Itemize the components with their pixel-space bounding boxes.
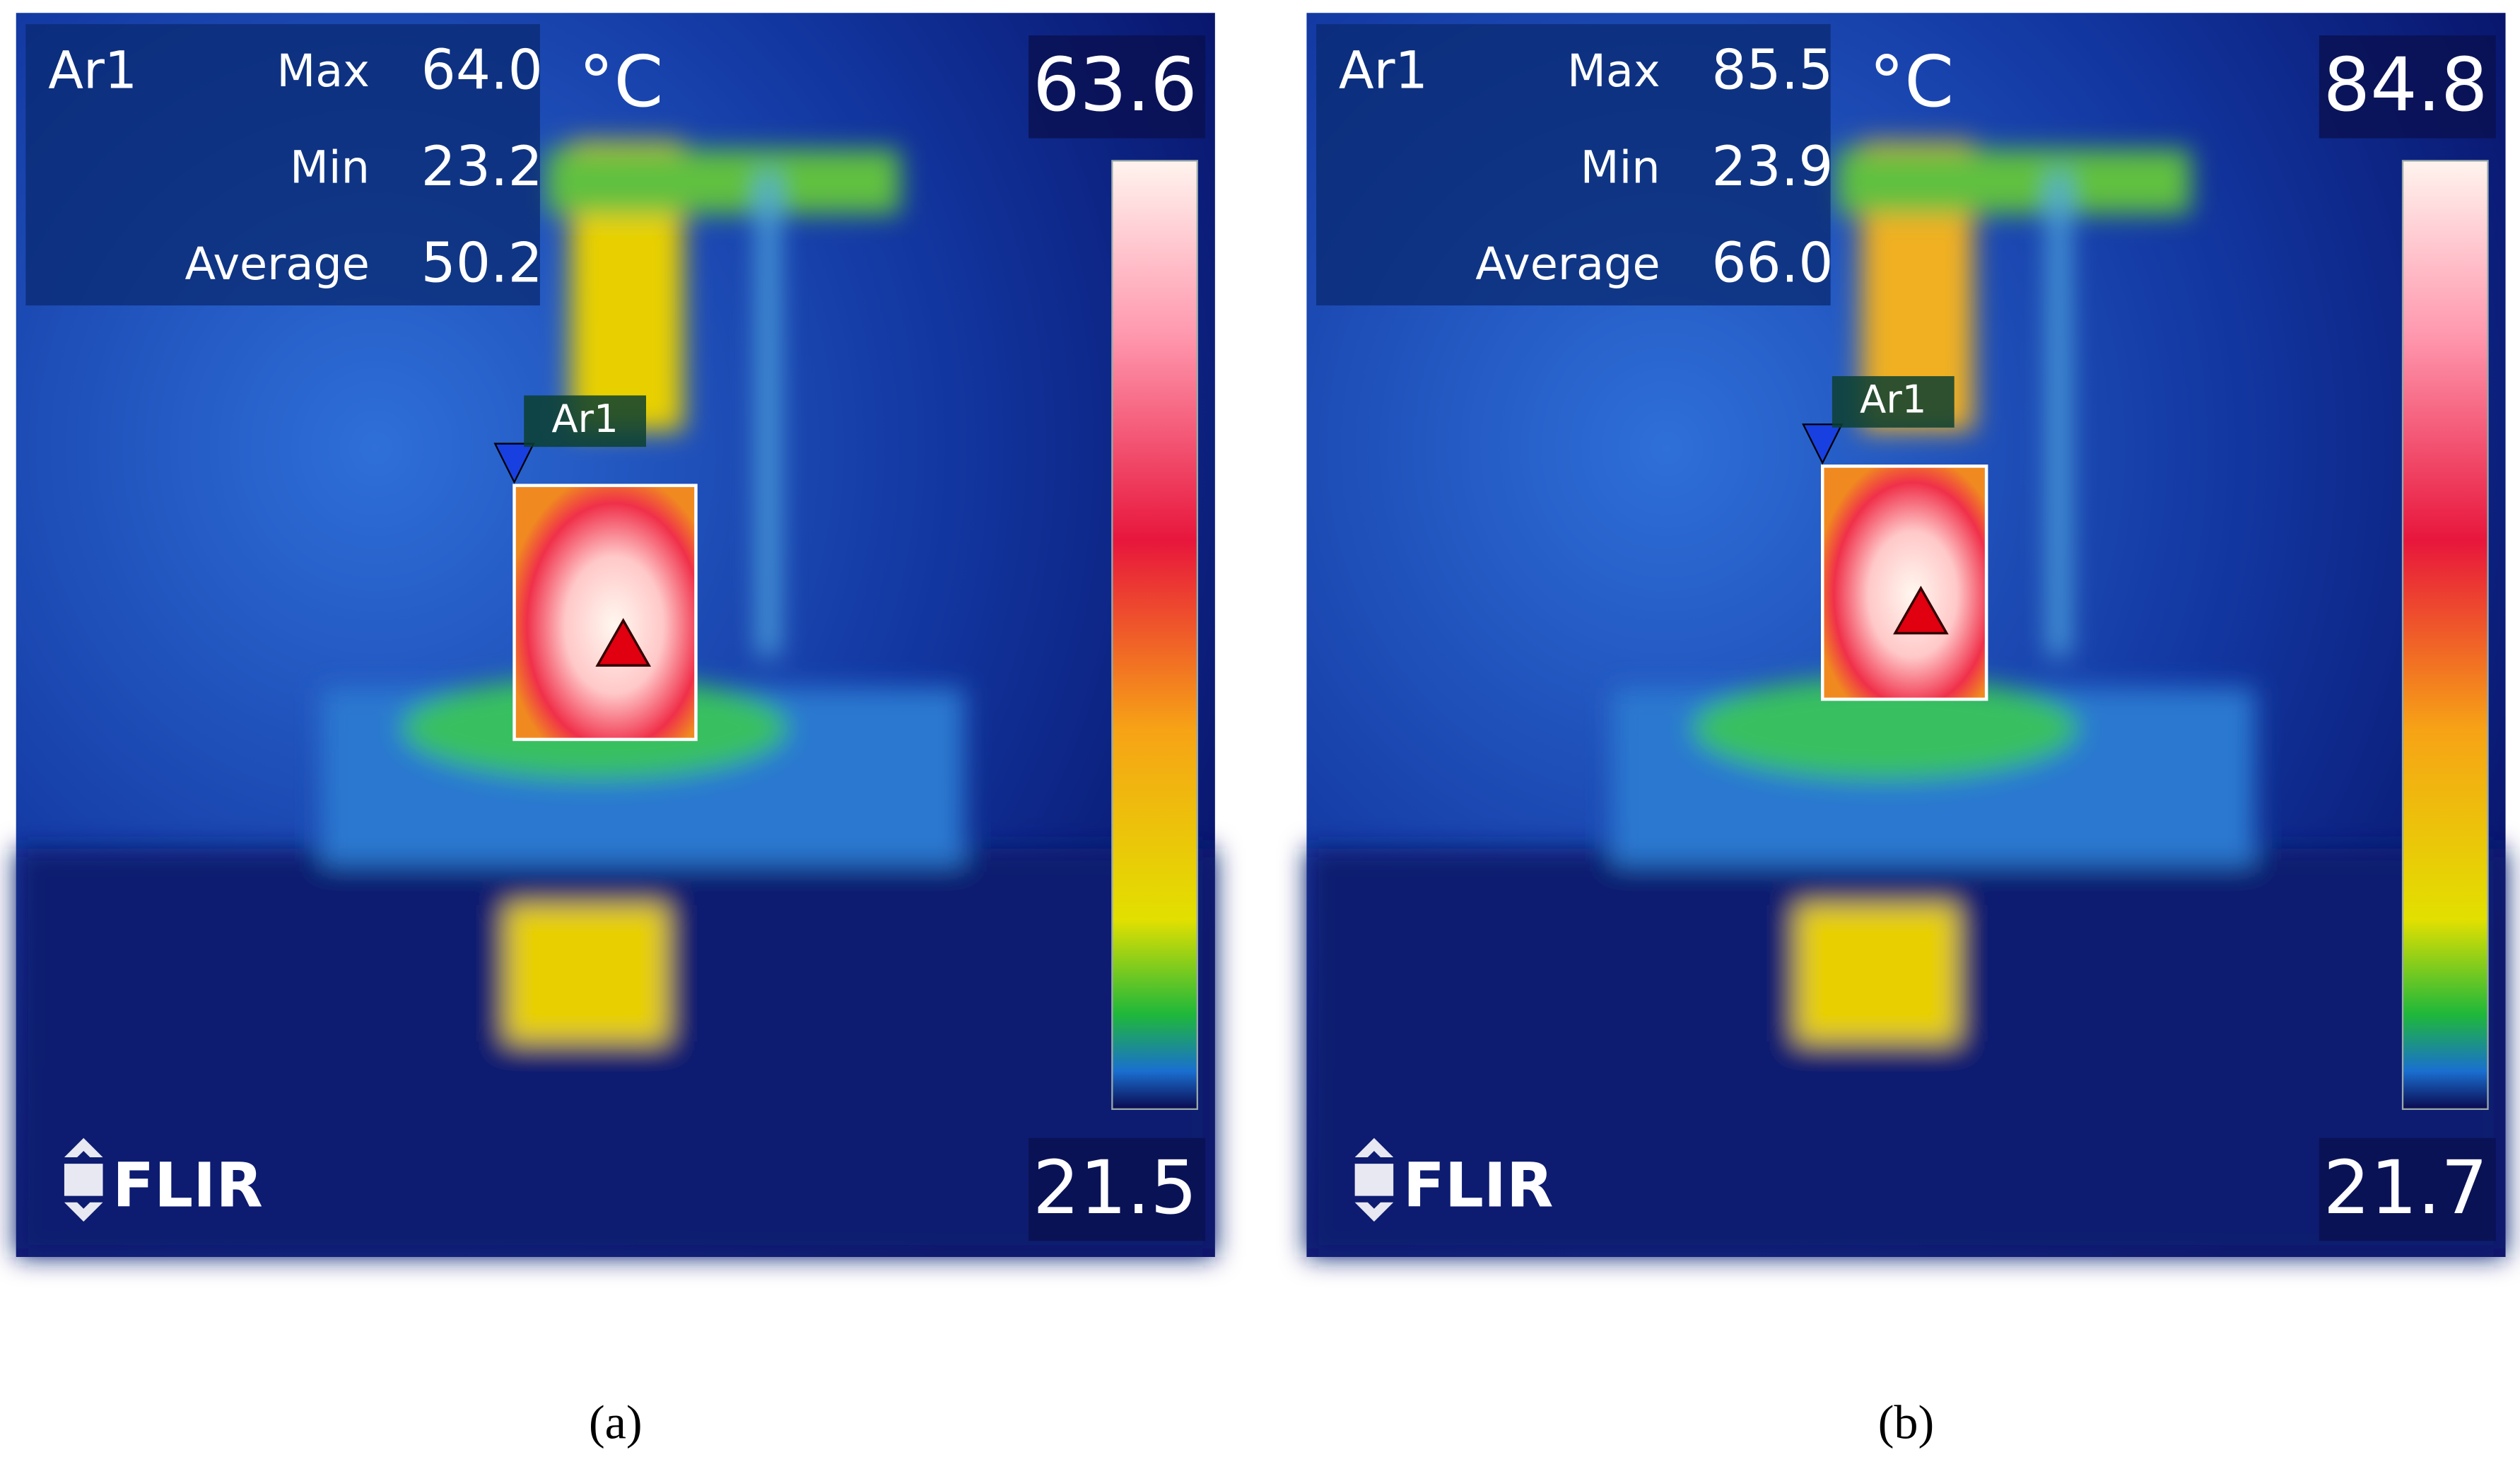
rod	[2049, 173, 2069, 656]
stat-label: Min	[290, 142, 370, 194]
logo: FLIR	[112, 1150, 263, 1221]
area-label: Ar1	[1339, 41, 1428, 101]
stat-value: 50.2	[421, 231, 543, 295]
logo-mark	[1354, 1137, 1394, 1222]
thermal-panel: Ar1 Ar1 Max 64.0 Min 23.2 Average 50.2 °C 63.6 21.…	[16, 13, 1215, 1258]
area-pointer	[493, 443, 535, 484]
caption: (a)	[589, 1396, 643, 1449]
stat-value: 66.0	[1711, 231, 1833, 295]
stat-label: Max	[276, 45, 370, 98]
caption: (b)	[1878, 1396, 1935, 1449]
thermal-panel: Ar1 Ar1 Max 85.5 Min 23.9 Average 66.0 °C 84.8 21.…	[1306, 13, 2506, 1258]
stat-label: Max	[1567, 45, 1660, 98]
area-tag-bg	[524, 395, 646, 448]
stat-value: 23.2	[421, 135, 543, 199]
scale-max-bg	[2319, 35, 2496, 139]
stat-value: 85.5	[1711, 39, 1833, 103]
warm-plate	[1692, 677, 2078, 780]
max-marker	[1893, 585, 1949, 635]
color-scale	[1111, 160, 1198, 1110]
scale-min-bg	[2319, 1137, 2496, 1241]
arm	[546, 149, 901, 214]
stat-label: Average	[1475, 238, 1660, 291]
scale-min: 21.5	[1033, 1145, 1197, 1231]
stat-label: Average	[185, 238, 370, 291]
scale-max-bg	[1028, 35, 1206, 139]
stat-value: 23.9	[1711, 135, 1833, 199]
area-label: Ar1	[48, 41, 137, 101]
lower-block	[1796, 905, 1958, 1042]
area-tag: Ar1	[1860, 377, 1926, 422]
unit: °C	[578, 40, 663, 123]
stat-label: Min	[1581, 142, 1660, 194]
arm	[1836, 149, 2191, 214]
lower-block	[506, 905, 667, 1042]
max-marker	[595, 618, 652, 667]
area-tag: Ar1	[551, 396, 618, 441]
stats-box	[25, 24, 540, 306]
logo: FLIR	[1403, 1150, 1554, 1221]
unit: °C	[1869, 40, 1954, 123]
scale-min-bg	[1028, 1137, 1206, 1241]
area-pointer	[1802, 423, 1844, 465]
area-box	[1820, 464, 1988, 701]
scale-min: 21.7	[2323, 1145, 2488, 1231]
area-tag-bg	[1832, 376, 1955, 428]
area-box	[512, 484, 698, 742]
rod	[758, 173, 778, 656]
logo-mark	[64, 1137, 103, 1222]
stat-value: 64.0	[421, 39, 543, 103]
scale-max: 84.8	[2323, 42, 2488, 128]
stats-box	[1316, 24, 1831, 306]
thermal-scene	[16, 141, 1215, 1258]
scale-max: 63.6	[1033, 42, 1197, 128]
color-scale	[2401, 160, 2489, 1110]
